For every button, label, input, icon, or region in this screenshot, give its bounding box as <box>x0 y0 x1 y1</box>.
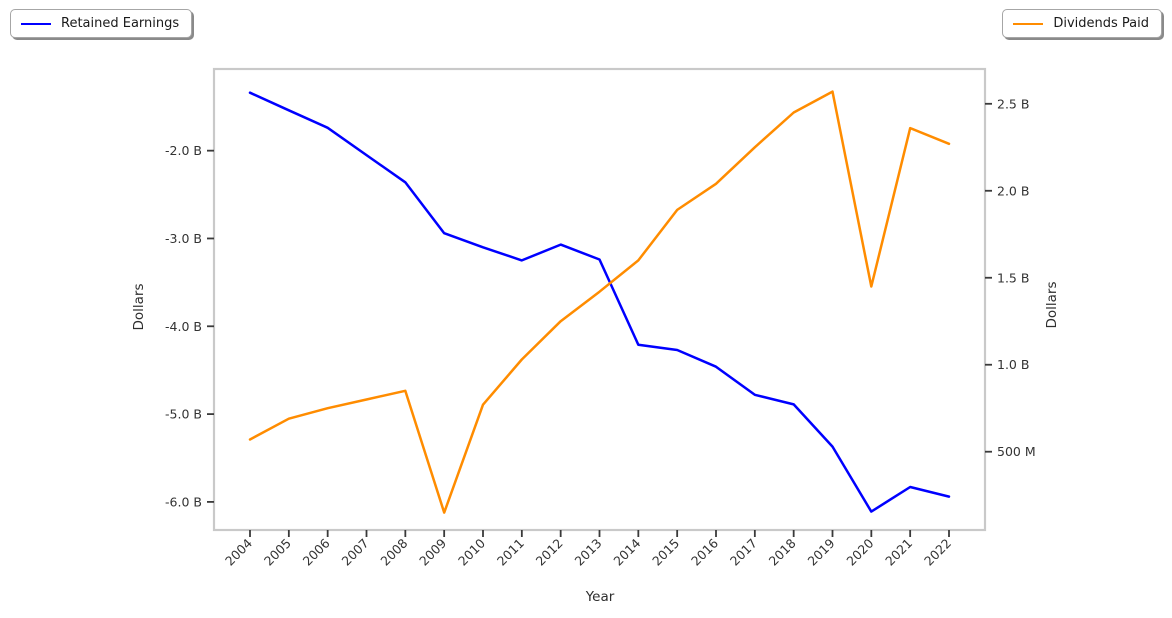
right-y-axis-title: Dollars <box>1044 281 1060 329</box>
left-tick-label: -6.0 B <box>165 494 202 509</box>
x-tick-label: 2017 <box>727 536 760 569</box>
right-tick-label: 2.0 B <box>997 183 1029 198</box>
legend-dividends-paid-label: Dividends Paid <box>1053 16 1149 31</box>
x-tick-label: 2018 <box>766 535 799 568</box>
legend-retained-earnings: Retained Earnings <box>10 9 193 38</box>
series-line-dividends-paid <box>248 90 951 514</box>
left-tick-label: -5.0 B <box>165 407 202 422</box>
right-tick-label: 1.5 B <box>997 270 1029 285</box>
left-tick-label: -4.0 B <box>165 319 202 334</box>
x-tick-label: 2011 <box>494 536 527 569</box>
series-line-retained-earnings <box>248 91 951 513</box>
right-tick-label: 1.0 B <box>997 357 1029 372</box>
x-tick-label: 2013 <box>572 536 605 569</box>
legend-dividends-paid: Dividends Paid <box>1002 9 1162 38</box>
x-tick-label: 2012 <box>533 536 566 569</box>
left-y-axis-title: Dollars <box>131 283 147 331</box>
x-tick-label: 2020 <box>843 535 876 568</box>
blue-line-swatch <box>21 22 51 25</box>
x-tick-label: 2022 <box>921 536 954 569</box>
x-tick-label: 2006 <box>300 535 333 568</box>
left-tick-label: -2.0 B <box>165 143 202 158</box>
left-tick-label: -3.0 B <box>165 231 202 246</box>
x-tick-label: 2005 <box>261 536 294 569</box>
x-tick-label: 2021 <box>882 536 915 569</box>
orange-line-swatch <box>1013 22 1044 25</box>
x-tick-label: 2019 <box>805 535 838 568</box>
plot-frame <box>212 67 987 532</box>
x-tick-label: 2009 <box>416 535 449 568</box>
x-axis-title: Year <box>585 589 615 605</box>
x-tick-label: 2010 <box>455 535 488 568</box>
x-tick-label: 2004 <box>222 535 255 568</box>
x-tick-label: 2007 <box>339 536 372 569</box>
x-tick-label: 2015 <box>649 536 682 569</box>
legend-retained-earnings-label: Retained Earnings <box>61 16 180 31</box>
right-tick-label: 500 M <box>997 444 1036 459</box>
x-tick-label: 2014 <box>610 535 643 568</box>
right-tick-label: 2.5 B <box>997 96 1029 111</box>
x-tick-label: 2008 <box>377 535 410 568</box>
x-tick-label: 2016 <box>688 535 721 568</box>
